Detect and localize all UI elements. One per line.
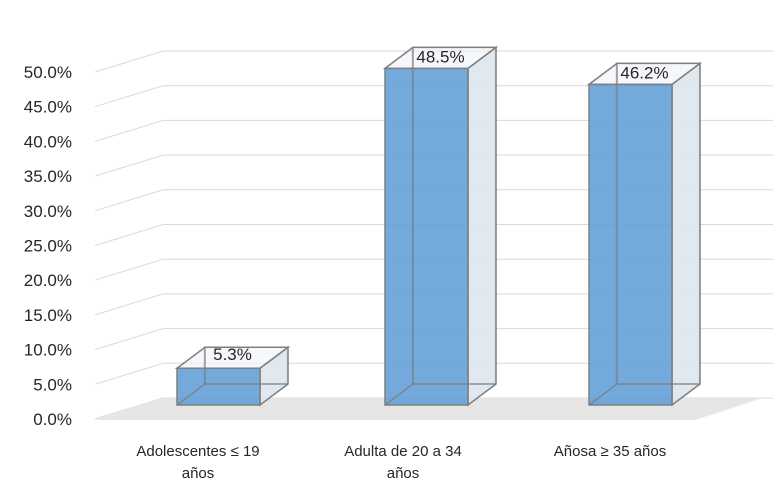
y-tick-label: 5.0% bbox=[33, 375, 72, 394]
bar-front-face bbox=[588, 83, 673, 406]
gridlines bbox=[94, 50, 773, 420]
bar bbox=[174, 345, 291, 407]
y-tick-label: 35.0% bbox=[24, 167, 72, 186]
gridline bbox=[94, 328, 773, 351]
y-tick-label: 0.0% bbox=[33, 410, 72, 429]
x-axis: Adolescentes ≤ 19 años Adulta de 20 a 34 añ… bbox=[136, 443, 666, 482]
y-tick-label: 30.0% bbox=[24, 202, 72, 221]
x-tick-label: Añosa ≥ 35 años bbox=[554, 443, 666, 460]
y-tick-label: 45.0% bbox=[24, 98, 72, 117]
gridline bbox=[94, 50, 773, 73]
bar-inner-edge bbox=[176, 383, 206, 406]
y-tick-label: 50.0% bbox=[24, 63, 72, 82]
gridline bbox=[94, 154, 773, 177]
gridline bbox=[94, 224, 773, 246]
y-tick-label: 40.0% bbox=[24, 132, 72, 151]
gridline bbox=[94, 85, 773, 108]
data-labels: 5.3% 48.5% 46.2% bbox=[213, 47, 668, 364]
gridline bbox=[94, 362, 773, 385]
data-label: 48.5% bbox=[416, 47, 464, 66]
y-tick-label: 20.0% bbox=[24, 271, 72, 290]
bar bbox=[382, 45, 499, 407]
x-tick-label: años bbox=[182, 465, 215, 482]
bar-side-face bbox=[671, 61, 701, 407]
bar-side-face bbox=[467, 45, 497, 407]
data-label: 46.2% bbox=[620, 63, 668, 82]
x-tick-label: años bbox=[387, 465, 420, 482]
bar-inner-edge bbox=[588, 383, 618, 406]
y-axis: 0.0% 5.0% 10.0% 15.0% 20.0% 25.0% 30.0% 35.0% 40… bbox=[24, 63, 72, 429]
y-tick-label: 25.0% bbox=[24, 237, 72, 256]
bar-inner-edge bbox=[384, 383, 414, 406]
x-tick-label: Adulta de 20 a 34 bbox=[344, 443, 462, 460]
gridline bbox=[94, 189, 773, 212]
gridline bbox=[94, 293, 773, 316]
y-tick-label: 10.0% bbox=[24, 341, 72, 360]
bar-front-face bbox=[176, 367, 261, 406]
gridline bbox=[94, 119, 773, 142]
gridline bbox=[94, 258, 773, 281]
x-tick-label: Adolescentes ≤ 19 bbox=[136, 443, 259, 460]
y-tick-label: 15.0% bbox=[24, 306, 72, 325]
data-label: 5.3% bbox=[213, 345, 252, 364]
bar-front-face bbox=[384, 67, 469, 406]
bar bbox=[586, 61, 703, 407]
bars bbox=[174, 45, 703, 407]
